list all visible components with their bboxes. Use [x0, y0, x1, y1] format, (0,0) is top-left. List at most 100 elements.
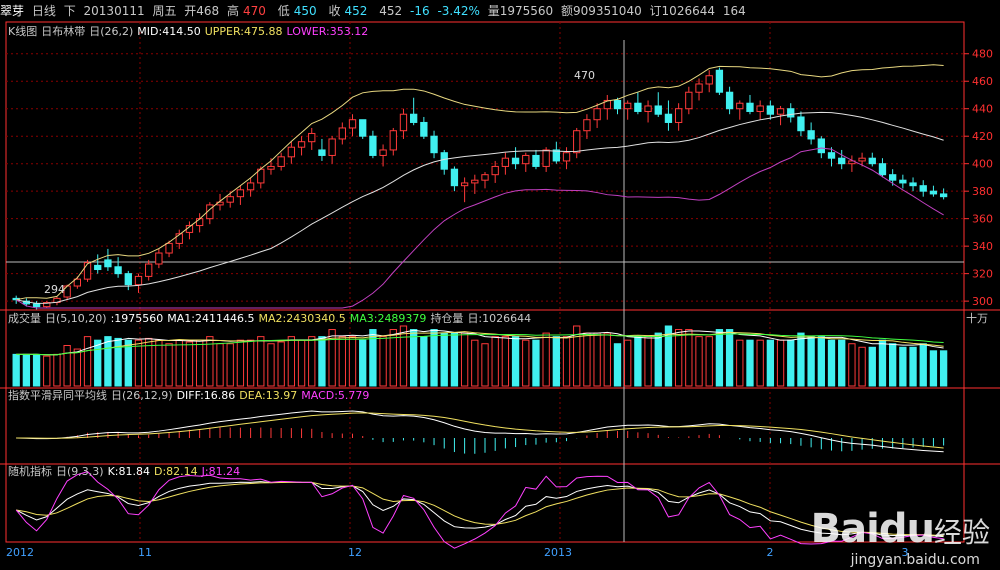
x-label: 3	[902, 546, 909, 559]
candle-body	[624, 102, 632, 110]
candle-body	[674, 108, 683, 123]
candle-body	[318, 149, 326, 156]
close-value: 452	[344, 4, 368, 18]
volume-bar	[939, 350, 948, 387]
candle-body	[685, 91, 693, 110]
watermark-url: jingyan.baidu.com	[850, 552, 980, 568]
volume-bar	[257, 336, 265, 387]
candle-body	[817, 138, 825, 154]
candle-body	[797, 116, 805, 132]
volume-bar	[399, 325, 408, 387]
kline-param: 日(26,2)	[89, 25, 134, 38]
high-value: 470	[243, 4, 266, 18]
volume-bar	[185, 341, 194, 387]
volume-bar	[674, 329, 683, 387]
direction-label: 下	[63, 4, 76, 18]
candle-body	[440, 152, 448, 170]
oi-title: 持仓量	[430, 312, 464, 325]
volume-bar	[369, 329, 377, 387]
candle-body	[705, 75, 713, 85]
volume-bar	[868, 346, 876, 387]
volume-bar	[522, 339, 530, 387]
candle-body	[267, 165, 275, 170]
volume-bar	[83, 336, 92, 387]
baidu-watermark: Baidu经验 jingyan.baidu.com	[811, 506, 990, 568]
volume-bar	[348, 336, 357, 387]
candle-body	[776, 108, 785, 115]
candle-body	[481, 174, 489, 181]
ma1-value: MA1:2411446.5	[167, 312, 255, 325]
close-extra: 452	[379, 4, 403, 18]
candle-body	[104, 259, 112, 268]
upper-value: UPPER:475.88	[204, 25, 283, 38]
candle-body	[522, 154, 530, 165]
candle-body	[328, 138, 336, 156]
volume-bar	[12, 353, 20, 387]
stock-name: 翠芽	[0, 4, 25, 18]
upper-line	[16, 64, 944, 301]
volume-bar	[695, 336, 703, 387]
volume-bar	[593, 332, 601, 387]
x-axis-labels: 2012 11 12 2013 2 3	[6, 546, 909, 559]
candle-body	[246, 182, 255, 191]
candle-body	[889, 174, 897, 181]
volume-bar	[410, 329, 418, 387]
volume-bar	[827, 339, 836, 387]
volume-bar	[797, 332, 805, 387]
low-annotation: 294	[44, 283, 65, 296]
candle-body	[909, 182, 917, 187]
volume-bar	[22, 353, 31, 387]
candle-body	[145, 263, 153, 277]
k-value: K:81.84	[107, 465, 150, 478]
candle-body	[552, 149, 560, 162]
volume-bar	[807, 336, 815, 387]
candle-body	[532, 154, 540, 167]
kdj-legend: 随机指标 日(9,3,3) K:81.84 D:82.14 J:81.24	[8, 465, 244, 479]
diff-value: DIFF:16.86	[176, 389, 236, 402]
volume-bar	[63, 345, 71, 387]
candle-body	[277, 156, 285, 167]
candle-body	[644, 105, 652, 112]
candle-body	[664, 113, 673, 123]
volume-bar	[919, 343, 927, 387]
volume-bar	[776, 339, 785, 387]
volume-bar	[532, 339, 540, 387]
y-tick-label: 400	[972, 158, 993, 171]
kline-legend: K线图 日布林带 日(26,2) MID:414.50 UPPER:475.88 LOWE…	[8, 25, 372, 39]
volume-bar	[267, 343, 275, 387]
candle-body	[410, 113, 418, 123]
quote-header: 翠芽 日线 下 20130111 周五 开468 高 470 低 450 收 452 …	[0, 0, 1000, 22]
macd-title: 指数平滑异同平均线	[8, 389, 107, 402]
volume-bar	[889, 343, 897, 387]
volume-bar	[736, 339, 744, 387]
change-value: -16	[410, 4, 430, 18]
mid-value: MID:414.50	[137, 25, 201, 38]
indicator-lines	[15, 64, 944, 309]
volume-bar	[297, 339, 306, 387]
volume-bar	[114, 337, 122, 387]
oi-value: 日:1026644	[467, 312, 532, 325]
volume-bar	[705, 336, 713, 387]
candle-body	[308, 132, 316, 143]
j-line	[15, 471, 944, 549]
volume-bar	[685, 329, 693, 387]
macd-param: 日(26,12,9)	[111, 389, 173, 402]
x-label: 2013	[544, 546, 572, 559]
ma2-value: MA2:2430340.5	[258, 312, 346, 325]
candle-body	[369, 135, 377, 156]
candle-body	[807, 130, 815, 140]
dea-line	[16, 412, 944, 449]
high-key: 高	[227, 4, 240, 18]
candles	[12, 67, 948, 310]
candle-body	[399, 113, 408, 132]
dea-value: DEA:13.97	[239, 389, 298, 402]
lower-value: LOWER:353.12	[286, 25, 369, 38]
candle-body	[236, 189, 245, 198]
open-label: 开468	[184, 4, 220, 18]
low-key: 低	[277, 4, 290, 18]
volume-bar	[195, 339, 204, 387]
candle-body	[848, 160, 856, 165]
kdj-lines	[15, 471, 944, 549]
volume-bar	[501, 336, 510, 387]
